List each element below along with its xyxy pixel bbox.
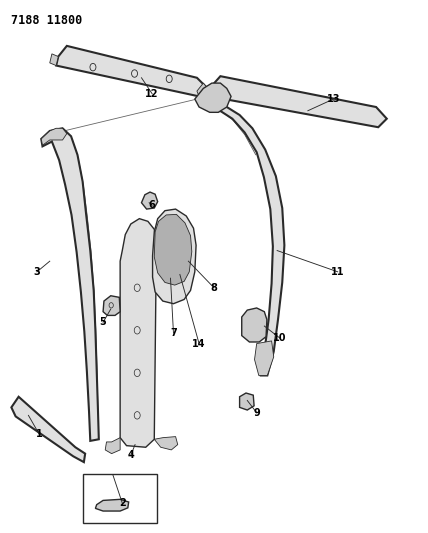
Polygon shape xyxy=(240,393,254,410)
Polygon shape xyxy=(41,128,67,146)
Text: 4: 4 xyxy=(128,450,134,460)
Text: 13: 13 xyxy=(327,94,340,104)
Polygon shape xyxy=(197,83,208,96)
Text: 1: 1 xyxy=(36,429,42,439)
Polygon shape xyxy=(12,397,85,462)
Text: 12: 12 xyxy=(146,88,159,99)
Polygon shape xyxy=(142,192,158,209)
Polygon shape xyxy=(152,209,196,304)
Polygon shape xyxy=(105,438,120,454)
Text: 2: 2 xyxy=(119,498,126,508)
Text: 7: 7 xyxy=(170,328,177,338)
Polygon shape xyxy=(255,341,274,375)
Polygon shape xyxy=(95,499,129,511)
Polygon shape xyxy=(242,308,267,342)
Text: 6: 6 xyxy=(149,200,155,211)
Text: 11: 11 xyxy=(331,267,345,277)
Polygon shape xyxy=(154,214,192,285)
Polygon shape xyxy=(41,128,99,441)
FancyBboxPatch shape xyxy=(83,474,157,523)
Text: 3: 3 xyxy=(33,267,40,277)
Text: 5: 5 xyxy=(100,317,107,327)
Polygon shape xyxy=(210,76,387,127)
Text: 7188 11800: 7188 11800 xyxy=(12,14,83,27)
Polygon shape xyxy=(205,103,284,375)
Text: 14: 14 xyxy=(192,338,206,349)
Polygon shape xyxy=(154,437,178,450)
Text: 8: 8 xyxy=(211,283,217,293)
Polygon shape xyxy=(120,219,156,447)
Polygon shape xyxy=(56,46,208,96)
Text: 9: 9 xyxy=(253,408,260,418)
Polygon shape xyxy=(195,83,231,112)
Polygon shape xyxy=(103,296,120,316)
Text: 10: 10 xyxy=(273,333,287,343)
Polygon shape xyxy=(50,54,58,66)
